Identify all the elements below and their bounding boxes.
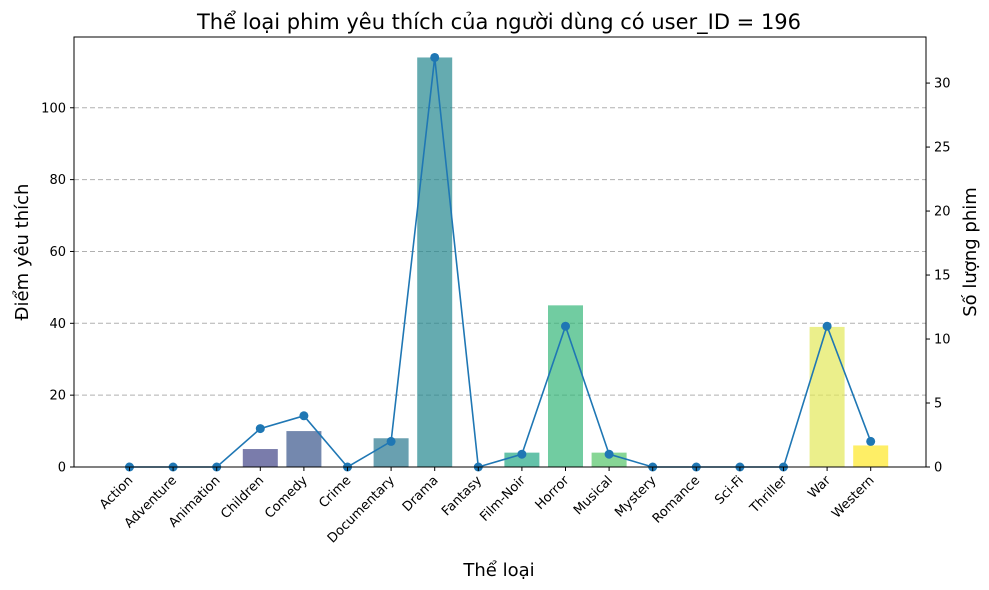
x-axis-label: Thể loại [462,560,534,581]
line-point-musical [604,449,614,459]
x-tick-label-musical: Musical [571,473,616,518]
y-tick-label-5: 100 [41,101,66,116]
bars [242,57,889,467]
y-axis-label: Điểm yêu thích [12,184,33,321]
bar-western [853,445,889,467]
y2-tick-label-3: 15 [934,269,951,284]
x-tick-label-romance: Romance [650,473,703,526]
x-tick-label-war: War [805,473,834,502]
y2-tick-label-5: 25 [934,141,951,156]
y2-tick-label-1: 5 [934,397,942,412]
line-point-children [255,424,265,434]
y2-tick-label-6: 30 [934,77,951,92]
x-tick-label-film-noir: Film-Noir [477,473,529,525]
plot-frame [73,36,927,468]
x-tick-label-crime: Crime [316,473,354,511]
line-point-comedy [299,411,309,421]
line-series [125,52,876,472]
y-tick-label-0: 0 [58,461,66,476]
x-tick-label-action: Action [97,473,136,512]
y-tick-label-4: 80 [49,173,66,188]
bar-drama [417,57,453,467]
y-tick-label-1: 20 [49,389,66,404]
x-tick-label-comedy: Comedy [262,473,311,522]
line-point-war [822,321,832,331]
line-path [129,57,872,469]
left-y-axis: 0 20 40 60 80 100 [41,101,74,476]
line-point-documentary [386,436,396,446]
y-tick-label-2: 40 [49,317,66,332]
bar-war [809,326,845,467]
y2-tick-label-2: 10 [934,333,951,348]
bar-horror [548,305,583,467]
line-point-horror [561,321,570,331]
y2-tick-label-0: 0 [934,461,942,476]
x-tick-label-horror: Horror [533,473,573,513]
bar-children [242,449,278,467]
grid-lines [74,107,926,396]
x-tick-label-thriller: Thriller [747,473,791,517]
x-tick-label-children: Children [218,473,267,522]
line-point-western [866,436,876,446]
right-y-axis: 0 5 10 15 20 25 30 [926,77,951,476]
line-point-drama [430,52,440,62]
y-tick-label-3: 60 [49,245,66,260]
x-tick-label-western: Western [829,473,877,521]
x-tick-label-drama: Drama [400,473,442,515]
y2-tick-label-4: 20 [934,205,951,220]
chart-title: Thể loại phim yêu thích của người dùng c… [196,10,801,35]
y2-axis-label: Số lượng phim [960,187,981,317]
x-tick-label-sci-fi: Sci-Fi [712,473,747,508]
line-point-film-noir [517,449,527,459]
bar-comedy [286,431,322,467]
